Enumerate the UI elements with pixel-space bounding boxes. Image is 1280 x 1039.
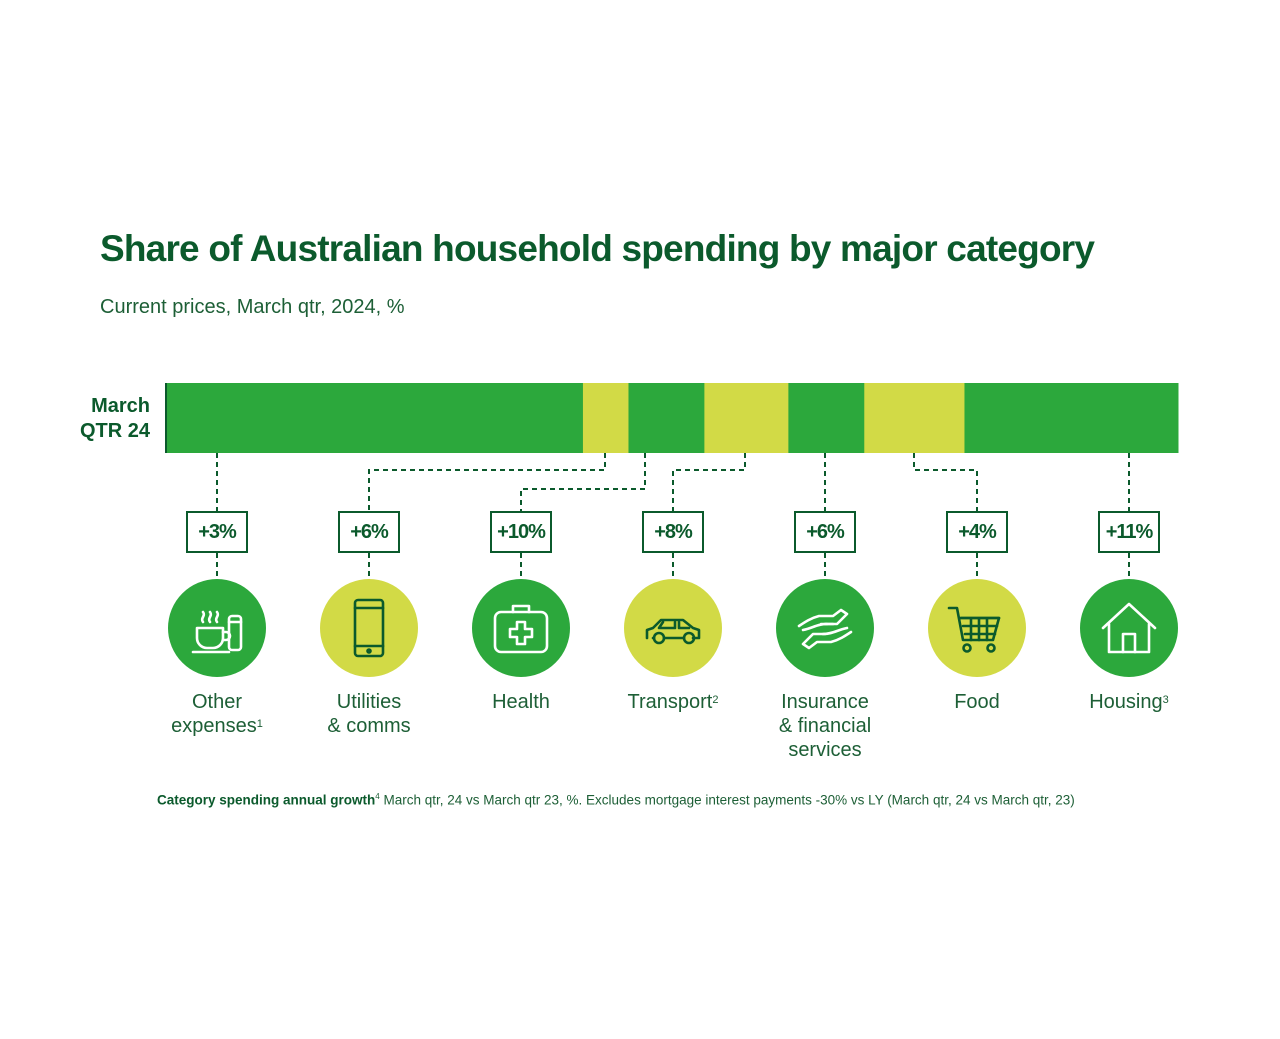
coffee-cup-icon [191, 610, 243, 654]
category-label-line: Housing3 [1089, 691, 1169, 713]
category-icon-circle [1080, 579, 1178, 677]
category-icon-circle [776, 579, 874, 677]
category-label-line: & financial [778, 715, 872, 737]
connector-line [913, 453, 978, 511]
category-label: Food [902, 690, 1052, 714]
bar-segment [864, 383, 965, 453]
category-label-line: Insurance [781, 691, 869, 713]
bar-segment [704, 383, 789, 453]
smartphone-icon [353, 598, 385, 658]
growth-label: +10% [490, 511, 552, 553]
bar-segment [788, 383, 865, 453]
row-label-line-2: QTR 24 [79, 420, 150, 442]
category-label-sup: 1 [256, 718, 263, 730]
row-label-line-1: March [91, 395, 150, 417]
footnote-sup: 4 [375, 792, 380, 801]
category-label: Transport2 [598, 690, 748, 714]
category-icon-circle [928, 579, 1026, 677]
house-icon [1101, 602, 1157, 654]
category-label-sup: 3 [1162, 694, 1169, 706]
bar-segment [628, 383, 705, 453]
row-label: March QTR 24 [58, 394, 150, 444]
connector-line [520, 453, 646, 511]
growth-label: +8% [642, 511, 704, 553]
category-icon-circle [472, 579, 570, 677]
growth-label: +6% [794, 511, 856, 553]
chart-title: Share of Australian household spending b… [100, 228, 1095, 269]
growth-label: +3% [186, 511, 248, 553]
category-label-sup: 2 [712, 694, 719, 706]
bar-segment [964, 383, 1179, 453]
category-label-line: Transport2 [627, 691, 719, 713]
connector-line [672, 453, 746, 511]
category-label-line: & comms [327, 715, 411, 737]
category-label-line: Other [191, 691, 243, 713]
shopping-cart-icon [947, 606, 1001, 653]
chart-subtitle: Current prices, March qtr, 2024, % [100, 296, 405, 318]
car-icon [645, 618, 701, 645]
category-icon-circle [624, 579, 722, 677]
category-label-line: services [788, 739, 862, 761]
category-label: Other expenses1 [142, 690, 292, 738]
hands-icon [797, 608, 853, 650]
category-label-line: expenses1 [171, 715, 263, 737]
footnote-text: March qtr, 24 vs March qtr 23, %. Exclud… [379, 792, 1075, 808]
footnote-bold: Category spending annual growth [157, 792, 376, 808]
growth-label: +6% [338, 511, 400, 553]
category-label: Housing3 [1054, 690, 1204, 714]
growth-label: +11% [1098, 511, 1160, 553]
category-icon-circle [320, 579, 418, 677]
category-label-line: Food [954, 691, 1000, 713]
category-label-line: Health [492, 691, 550, 713]
bar-segment [166, 383, 584, 453]
category-icon-circle [168, 579, 266, 677]
category-label: Insurance & financial services [750, 690, 900, 762]
bar-segment [582, 383, 629, 453]
growth-label: +4% [946, 511, 1008, 553]
category-label: Utilities & comms [294, 690, 444, 738]
footnote: Category spending annual growth4 March q… [157, 792, 1075, 808]
first-aid-kit-icon [493, 604, 549, 654]
category-label: Health [446, 690, 596, 714]
category-label-line: Utilities [336, 691, 402, 713]
connector-line [368, 453, 606, 511]
